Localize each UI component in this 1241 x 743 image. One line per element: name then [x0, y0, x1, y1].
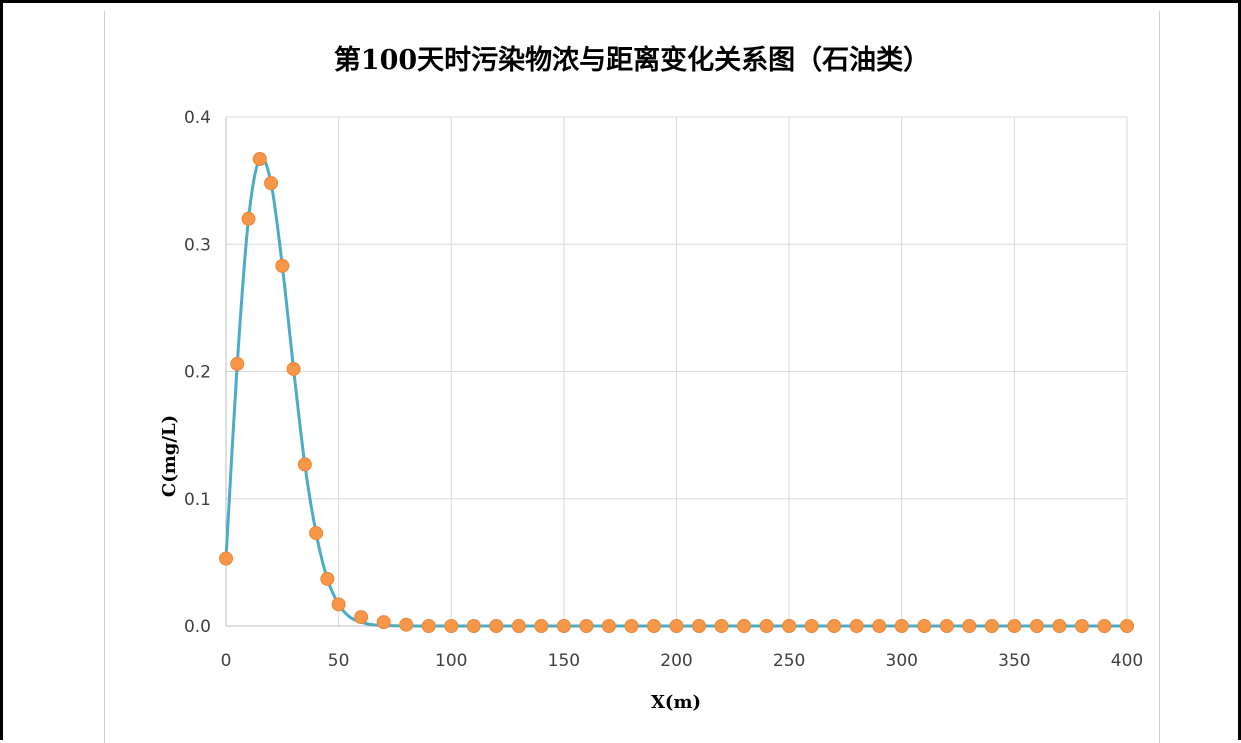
x-axis-title: X(m)	[651, 692, 701, 713]
data-point	[894, 619, 909, 633]
data-point	[962, 619, 977, 633]
data-point	[252, 151, 267, 166]
data-point	[466, 619, 481, 633]
data-point	[1120, 619, 1134, 633]
data-point	[804, 619, 819, 633]
data-points	[219, 151, 1134, 633]
data-point	[264, 176, 279, 191]
y-axis-title: C(mg/L)	[159, 415, 180, 497]
data-point	[849, 619, 864, 633]
data-point	[782, 619, 797, 633]
data-point	[219, 551, 233, 566]
y-tick-label: 0.3	[184, 235, 211, 255]
data-point	[297, 457, 312, 472]
y-tick-label: 0.1	[184, 490, 211, 510]
data-point	[286, 361, 301, 376]
data-point	[939, 619, 954, 633]
x-tick-label: 200	[660, 651, 692, 671]
x-tick-label: 150	[548, 651, 580, 671]
data-point	[601, 619, 616, 633]
x-tick-label: 0	[221, 651, 232, 671]
x-tick-label: 100	[435, 651, 467, 671]
x-tick-label: 350	[998, 651, 1030, 671]
data-point	[624, 619, 639, 633]
data-point	[241, 211, 256, 226]
data-point	[872, 619, 887, 633]
x-tick-label: 250	[773, 651, 805, 671]
data-point	[331, 597, 346, 612]
tick-labels: 0 50 100 150 200 250 300 350 400 0.0 0.1 0.2 0.3 0.4	[184, 108, 1143, 671]
data-point	[320, 571, 335, 586]
data-point	[759, 619, 774, 633]
data-point	[646, 619, 661, 633]
data-point	[917, 619, 932, 633]
chart-svg: 第100天时污染物浓与距离变化关系图（石油类） 0 50 100 150 200 250 3…	[159, 44, 1143, 713]
x-tick-label: 400	[1111, 651, 1143, 671]
y-tick-label: 0.0	[184, 617, 211, 637]
data-point	[489, 619, 504, 633]
data-point	[376, 615, 391, 630]
data-point	[714, 619, 729, 633]
data-point	[984, 619, 999, 633]
data-point	[1052, 619, 1067, 633]
data-point	[444, 619, 459, 633]
data-point	[556, 619, 571, 633]
data-point	[230, 356, 245, 371]
data-point	[1074, 619, 1089, 633]
data-point	[421, 619, 436, 633]
data-point	[1097, 619, 1112, 633]
x-tick-label: 300	[886, 651, 918, 671]
data-point	[534, 619, 549, 633]
data-point	[692, 619, 707, 633]
y-tick-label: 0.2	[184, 363, 211, 383]
y-tick-label: 0.4	[184, 108, 211, 128]
chart-area: 第100天时污染物浓与距离变化关系图（石油类） 0 50 100 150 200 250 3…	[104, 11, 1160, 743]
data-point	[1029, 619, 1044, 633]
data-point	[1007, 619, 1022, 633]
gridlines	[226, 116, 1128, 626]
data-point	[737, 619, 752, 633]
data-point	[827, 619, 842, 633]
x-tick-label: 50	[328, 651, 350, 671]
data-point	[354, 610, 369, 625]
data-point	[399, 617, 414, 632]
data-point	[309, 526, 324, 541]
data-point	[669, 619, 684, 633]
data-point	[275, 258, 290, 273]
data-point	[511, 619, 526, 633]
data-point	[579, 619, 594, 633]
chart-title: 第100天时污染物浓与距离变化关系图（石油类）	[334, 44, 930, 76]
